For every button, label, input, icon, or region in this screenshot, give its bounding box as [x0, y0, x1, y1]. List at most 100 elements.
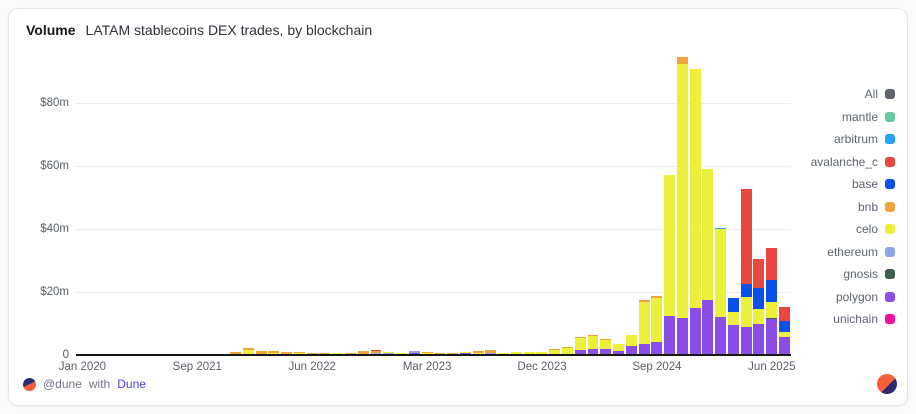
- bar-month-dec-2023[interactable]: [536, 49, 549, 355]
- bar-month-dec-2022[interactable]: [382, 49, 395, 355]
- bar-month-jul-2024[interactable]: [625, 49, 638, 355]
- bar-month-oct-2021[interactable]: [204, 49, 217, 355]
- bar-month-aug-2023[interactable]: [485, 49, 498, 355]
- bar-month-feb-2025[interactable]: [714, 49, 727, 355]
- bar-month-jun-2024[interactable]: [612, 49, 625, 355]
- bar-month-nov-2022[interactable]: [370, 49, 383, 355]
- legend-item-avalanche_c[interactable]: avalanche_c: [811, 155, 895, 169]
- legend-item-polygon[interactable]: polygon: [811, 290, 895, 304]
- bar-month-dec-2021[interactable]: [229, 49, 242, 355]
- bar-month-feb-2024[interactable]: [561, 49, 574, 355]
- bar-month-nov-2023[interactable]: [523, 49, 536, 355]
- bar-segment-bnb: [651, 296, 663, 298]
- gridline-60m: [76, 166, 791, 167]
- bar-month-may-2025[interactable]: [753, 49, 766, 355]
- bar-segment-bnb: [332, 352, 344, 354]
- bar-month-oct-2024[interactable]: [663, 49, 676, 355]
- bar-month-mar-2022[interactable]: [267, 49, 280, 355]
- bar-segment-bnb: [638, 300, 650, 302]
- bar-month-feb-2023[interactable]: [408, 49, 421, 355]
- bar-month-apr-2023[interactable]: [433, 49, 446, 355]
- legend-item-arbitrum[interactable]: arbitrum: [811, 132, 895, 146]
- legend-item-gnosis[interactable]: gnosis: [811, 267, 895, 281]
- bar-month-mar-2025[interactable]: [727, 49, 740, 355]
- bar-month-dec-2020[interactable]: [140, 49, 153, 355]
- bar-month-jun-2022[interactable]: [306, 49, 319, 355]
- bar-month-jan-2024[interactable]: [548, 49, 561, 355]
- legend-item-mantle[interactable]: mantle: [811, 110, 895, 124]
- bar-month-mar-2023[interactable]: [421, 49, 434, 355]
- bar-month-aug-2022[interactable]: [331, 49, 344, 355]
- bar-month-mar-2020[interactable]: [89, 49, 102, 355]
- bar-segment-polygon: [664, 316, 676, 355]
- bar-month-nov-2021[interactable]: [216, 49, 229, 355]
- bar-segment-polygon: [587, 349, 599, 355]
- bar-month-may-2024[interactable]: [599, 49, 612, 355]
- stacked-bar: [600, 338, 612, 355]
- bars: [76, 49, 791, 355]
- bar-segment-bnb: [370, 350, 382, 353]
- dune-brand-link[interactable]: Dune: [117, 377, 146, 391]
- bar-segment-polygon: [676, 317, 688, 355]
- legend-item-bnb[interactable]: bnb: [811, 200, 895, 214]
- bar-month-nov-2024[interactable]: [676, 49, 689, 355]
- bar-month-may-2020[interactable]: [102, 49, 115, 355]
- bar-segment-polygon: [753, 323, 765, 355]
- bar-month-sep-2022[interactable]: [344, 49, 357, 355]
- bar-month-jan-2025[interactable]: [702, 49, 715, 355]
- bar-month-sep-2021[interactable]: [191, 49, 204, 355]
- bar-segment-celo: [549, 350, 561, 355]
- bar-month-mar-2024[interactable]: [574, 49, 587, 355]
- x-tick-label: Mar 2023: [402, 361, 452, 373]
- bar-month-sep-2023[interactable]: [497, 49, 510, 355]
- dune-logo-icon[interactable]: [877, 374, 897, 394]
- legend-item-base[interactable]: base: [811, 177, 895, 191]
- stacked-bar: [242, 348, 254, 355]
- bar-month-apr-2022[interactable]: [280, 49, 293, 355]
- bar-month-oct-2023[interactable]: [510, 49, 523, 355]
- bar-segment-bnb: [561, 346, 573, 348]
- bar-month-jun-2021[interactable]: [178, 49, 191, 355]
- bar-month-jun-2023[interactable]: [459, 49, 472, 355]
- bar-month-jul-2022[interactable]: [319, 49, 332, 355]
- legend-item-celo[interactable]: celo: [811, 222, 895, 236]
- legend-item-ethereum[interactable]: ethereum: [811, 245, 895, 259]
- bar-month-jan-2020[interactable]: [76, 49, 89, 355]
- bar-month-apr-2024[interactable]: [587, 49, 600, 355]
- bar-month-feb-2021[interactable]: [153, 49, 166, 355]
- bar-segment-bnb: [306, 353, 318, 355]
- bar-month-apr-2025[interactable]: [740, 49, 753, 355]
- bar-month-apr-2021[interactable]: [165, 49, 178, 355]
- bar-month-feb-2022[interactable]: [255, 49, 268, 355]
- bar-segment-bnb: [344, 352, 356, 355]
- bar-segment-bnb: [230, 352, 242, 355]
- bar-segment-polygon: [613, 351, 625, 355]
- bar-month-jul-2023[interactable]: [472, 49, 485, 355]
- bar-segment-bnb: [587, 334, 599, 337]
- bar-month-jun-2025[interactable]: [765, 49, 778, 355]
- x-axis-line: [76, 354, 791, 356]
- bar-month-may-2022[interactable]: [293, 49, 306, 355]
- legend-item-all[interactable]: All: [811, 87, 895, 101]
- bar-month-jul-2020[interactable]: [114, 49, 127, 355]
- bar-month-jan-2023[interactable]: [395, 49, 408, 355]
- bar-month-aug-2024[interactable]: [638, 49, 651, 355]
- legend-item-unichain[interactable]: unichain: [811, 312, 895, 326]
- bar-segment-bnb: [676, 57, 688, 64]
- stacked-bar: [281, 351, 293, 355]
- bar-segment-polygon: [766, 318, 778, 355]
- bar-month-dec-2024[interactable]: [689, 49, 702, 355]
- bar-month-jul-2025[interactable]: [778, 49, 791, 355]
- stacked-bar: [676, 57, 688, 355]
- bar-month-oct-2020[interactable]: [127, 49, 140, 355]
- bar-month-jan-2022[interactable]: [242, 49, 255, 355]
- bar-segment-base: [779, 321, 790, 333]
- stacked-bar: [625, 334, 637, 355]
- bar-segment-polygon: [740, 326, 752, 355]
- x-tick-label: Jan 2020: [58, 361, 107, 373]
- bar-month-oct-2022[interactable]: [357, 49, 370, 355]
- stacked-bar: [766, 247, 778, 355]
- bar-month-sep-2024[interactable]: [650, 49, 663, 355]
- gridline-80m: [76, 103, 791, 104]
- bar-month-may-2023[interactable]: [446, 49, 459, 355]
